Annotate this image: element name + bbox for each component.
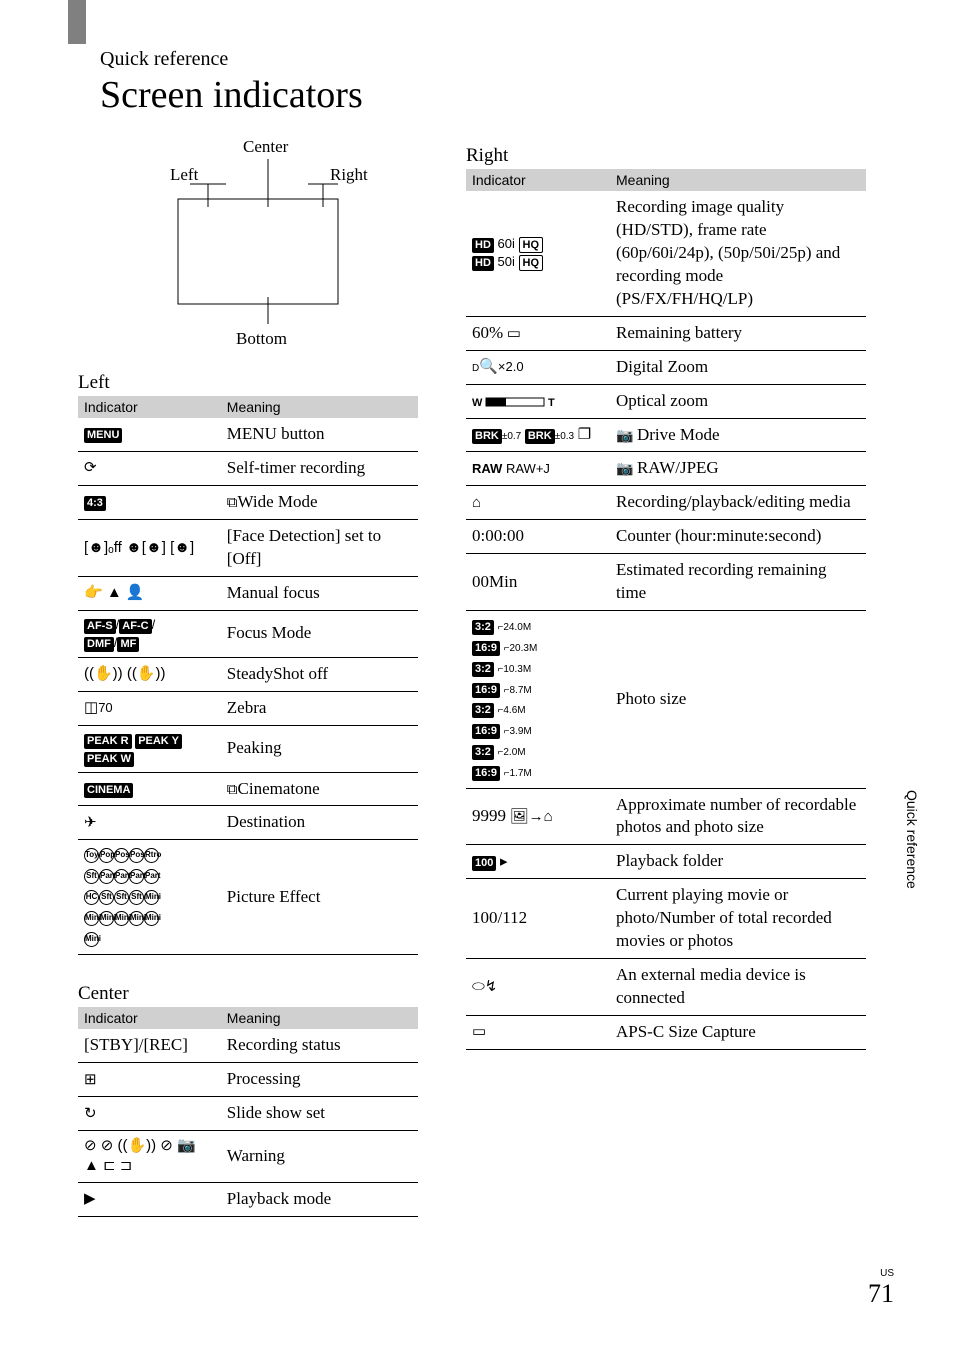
table-row: 00MinEstimated recording remaining time <box>466 554 866 611</box>
photo-size-icons: 3:2 ⌐24.0M 16:9 ⌐20.3M 3:2 ⌐10.3M 16:9 ⌐… <box>466 611 610 788</box>
col-meaning: Meaning <box>610 169 866 191</box>
table-row: 100 ▸Playback folder <box>466 845 866 879</box>
folder-icon: 100 <box>472 856 496 871</box>
left-heading: Left <box>78 372 418 394</box>
photo-arrow-media-icon: 🖼→⌂ <box>510 807 553 827</box>
page-number: US 71 <box>868 1268 894 1309</box>
svg-text:W: W <box>472 397 483 409</box>
table-row: ↻Slide show set <box>78 1097 418 1131</box>
diagram-label-center: Center <box>243 137 288 157</box>
peak-y-icon: PEAK Y <box>135 734 182 749</box>
table-row: ▭APS-C Size Capture <box>466 1016 866 1050</box>
table-row: D🔍×2.0Digital Zoom <box>466 350 866 384</box>
center-heading: Center <box>78 983 418 1005</box>
drive-mode-burst-icon: ❐ <box>578 425 591 445</box>
afs-icon: AF-S <box>84 619 116 634</box>
table-row: 60% ▭Remaining battery <box>466 316 866 350</box>
col-meaning: Meaning <box>221 1007 418 1029</box>
table-row: AF-S/AF-C/ DMF/MF Focus Mode <box>78 610 418 657</box>
table-row: ▶Playback mode <box>78 1182 418 1216</box>
table-row: RAW RAW+J📷 RAW/JPEG <box>466 452 866 486</box>
section-tab <box>68 0 86 44</box>
table-row: 4:3⧉ Wide Mode <box>78 485 418 519</box>
playback-icon: ▶ <box>84 1189 96 1209</box>
right-table: Indicator Meaning HD 60i HQ HD 50i HQ Re… <box>466 169 866 1050</box>
table-row: PEAK R PEAK Y PEAK W Peaking <box>78 725 418 772</box>
table-row: MENUMENU button <box>78 418 418 451</box>
cinema-icon: CINEMA <box>84 783 133 798</box>
wide-mode-icon: ⧉ <box>227 493 238 513</box>
camera-icon: 📷 <box>616 429 637 444</box>
table-row: BRK±0.7 BRK±0.3 ❐📷 Drive Mode <box>466 418 866 452</box>
cinematone-icon: ⧉ <box>227 780 238 800</box>
table-row: 3:2 ⌐24.0M 16:9 ⌐20.3M 3:2 ⌐10.3M 16:9 ⌐… <box>466 611 866 788</box>
table-row: HD 60i HQ HD 50i HQ Recording image qual… <box>466 191 866 316</box>
processing-icon: ⊞ <box>84 1070 97 1090</box>
face-detection-off-icon: [☻]ₒff ☻[☻] [☻] <box>84 538 194 558</box>
table-row: 100/112Current playing movie or photo/Nu… <box>466 879 866 959</box>
apsc-icon: ▭ <box>472 1022 486 1042</box>
optical-zoom-icon: WT <box>472 393 562 408</box>
peak-r-icon: PEAK R <box>84 734 132 749</box>
battery-icon: ▭ <box>507 324 521 344</box>
table-row: ⊞Processing <box>78 1063 418 1097</box>
menu-icon: MENU <box>84 428 122 443</box>
table-row: 9999 🖼→⌂Approximate number of recordable… <box>466 788 866 845</box>
warning-icon: ⊘ ⊘ ((✋)) ⊘ 📷▲ ⊏ ⊐ <box>84 1136 196 1177</box>
slideshow-icon: ↻ <box>84 1104 97 1124</box>
table-row: CINEMA⧉ Cinematone <box>78 772 418 806</box>
diagram-label-bottom: Bottom <box>236 329 287 349</box>
col-indicator: Indicator <box>78 1007 221 1029</box>
table-row: ✈Destination <box>78 806 418 840</box>
steadyshot-off-icon: ((✋)) ((✋)) <box>84 664 165 684</box>
picture-effect-icons: ToyPopPosPosRtro SftPartPartPartPart HCS… <box>78 840 221 955</box>
external-media-icon: ⬭↯ <box>472 977 497 997</box>
mf-icon: MF <box>117 637 139 652</box>
table-row: 👉 ▲ 👤Manual focus <box>78 576 418 610</box>
dmf-icon: DMF <box>84 637 114 652</box>
table-row: ◫70Zebra <box>78 691 418 725</box>
ratio-icon: 4:3 <box>84 496 106 511</box>
zebra-icon: ◫ <box>84 698 98 718</box>
table-row: ⌂Recording/playback/editing media <box>466 486 866 520</box>
table-row: [☻]ₒff ☻[☻] [☻][Face Detection] set to [… <box>78 519 418 576</box>
peak-w-icon: PEAK W <box>84 752 134 767</box>
table-row: [STBY]/[REC]Recording status <box>78 1029 418 1062</box>
right-heading: Right <box>466 145 866 167</box>
page-title: Screen indicators <box>100 73 886 117</box>
col-meaning: Meaning <box>221 396 418 418</box>
manual-focus-icon: 👉 ▲ 👤 <box>84 583 145 603</box>
zoom-icon: 🔍 <box>479 357 498 377</box>
table-row: ⬭↯An external media device is connected <box>466 959 866 1016</box>
col-indicator: Indicator <box>78 396 221 418</box>
self-timer-icon: ⟳ <box>84 458 97 478</box>
left-table: Indicator Meaning MENUMENU button ⟳Self-… <box>78 396 418 955</box>
table-row: ((✋)) ((✋))SteadyShot off <box>78 657 418 691</box>
afc-icon: AF-C <box>119 619 151 634</box>
side-section-label: Quick reference <box>904 790 920 889</box>
camera-icon: 📷 <box>616 462 637 477</box>
table-row: WTOptical zoom <box>466 384 866 418</box>
destination-icon: ✈ <box>84 813 97 833</box>
svg-text:T: T <box>548 397 555 409</box>
section-label: Quick reference <box>100 48 886 71</box>
table-row: ⟳Self-timer recording <box>78 451 418 485</box>
table-row: 0:00:00Counter (hour:minute:second) <box>466 520 866 554</box>
table-row: ToyPopPosPosRtro SftPartPartPartPart HCS… <box>78 840 418 955</box>
center-table: Indicator Meaning [STBY]/[REC]Recording … <box>78 1007 418 1216</box>
col-indicator: Indicator <box>466 169 610 191</box>
screen-diagram: Center Left Right Bottom <box>98 137 398 352</box>
media-icon: ⌂ <box>472 493 481 513</box>
table-row: ⊘ ⊘ ((✋)) ⊘ 📷▲ ⊏ ⊐Warning <box>78 1131 418 1183</box>
